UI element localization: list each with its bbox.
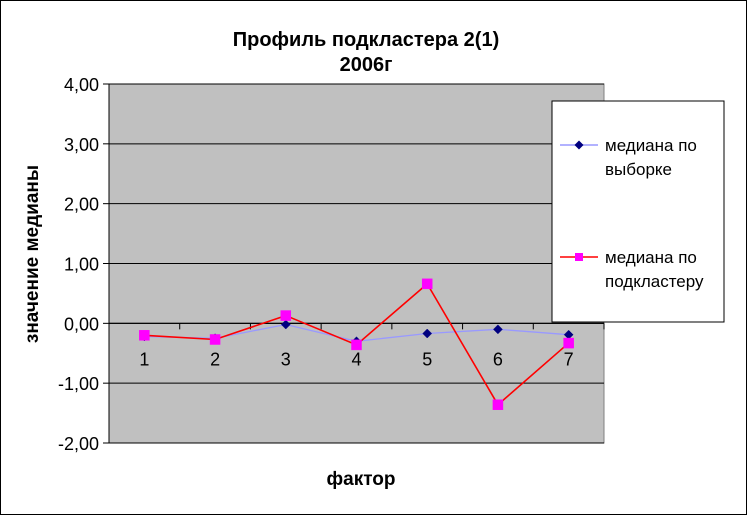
legend-box bbox=[551, 100, 725, 323]
x-tick-label: 6 bbox=[493, 349, 503, 369]
y-tick-label: 3,00 bbox=[64, 135, 99, 155]
x-axis-label: фактор bbox=[327, 469, 396, 490]
series-1-point bbox=[280, 319, 291, 330]
series-1-point bbox=[493, 324, 503, 335]
legend-item-series-2: медиана по подкластеру bbox=[560, 248, 704, 291]
legend: медиана по выборке медиана по подкластер… bbox=[551, 100, 725, 323]
y-axis-label: значение медианы bbox=[22, 165, 43, 343]
series-1-point bbox=[422, 328, 433, 339]
x-tick-label: 7 bbox=[564, 349, 574, 369]
x-tick-label: 1 bbox=[139, 349, 149, 369]
legend-label-series-1-line2: выборке bbox=[605, 160, 672, 179]
y-axis-ticks: 4,00 3,00 2,00 1,00 0,00 -1,00 -2,00 bbox=[58, 75, 109, 454]
y-tick-label: -1,00 bbox=[58, 374, 99, 394]
y-tick-label: 4,00 bbox=[64, 75, 99, 95]
legend-item-series-1: медиана по выборке bbox=[560, 136, 697, 179]
series-2-point bbox=[421, 278, 433, 290]
y-tick-label: -2,00 bbox=[58, 434, 99, 454]
series-2-point bbox=[209, 334, 221, 345]
legend-label-series-1-line1: медиана по bbox=[605, 136, 697, 155]
series-2-point bbox=[139, 330, 150, 341]
series-2-point bbox=[351, 339, 362, 351]
series-2-point bbox=[280, 310, 292, 321]
legend-marker-series-2 bbox=[575, 253, 583, 261]
legend-label-series-2-line1: медиана по bbox=[605, 248, 697, 267]
x-tick-label: 2 bbox=[210, 349, 220, 369]
x-axis-ticks: 1 2 3 4 5 6 7 bbox=[108, 322, 605, 369]
series bbox=[139, 278, 574, 410]
series-2-point bbox=[563, 337, 574, 349]
y-tick-label: 0,00 bbox=[64, 314, 99, 334]
chart-subtitle: 2006г bbox=[340, 54, 393, 76]
x-tick-label: 4 bbox=[351, 349, 361, 369]
y-tick-label: 2,00 bbox=[64, 195, 99, 215]
series-2-point bbox=[492, 399, 504, 410]
chart-title: Профиль подкластера 2(1) bbox=[233, 29, 499, 51]
y-tick-label: 1,00 bbox=[64, 255, 99, 275]
legend-label-series-2-line2: подкластеру bbox=[605, 272, 704, 291]
legend-marker-series-1 bbox=[574, 140, 584, 150]
x-tick-label: 5 bbox=[422, 349, 432, 369]
x-tick-label: 3 bbox=[281, 349, 291, 369]
